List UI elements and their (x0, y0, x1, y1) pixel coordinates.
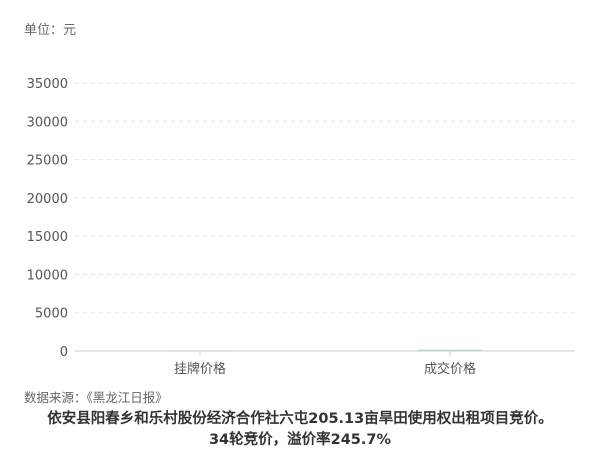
y-tick-label: 15000 (27, 230, 68, 245)
data-source: 数据来源：《黑龙江日报》 (24, 390, 168, 405)
x-tick-label: 成交价格 (424, 361, 476, 377)
x-tick-label: 挂牌价格 (174, 361, 226, 377)
y-tick-label: 20000 (27, 192, 68, 207)
unit-label: 单位：元 (24, 23, 77, 38)
y-tick-label: 10000 (27, 268, 68, 283)
bar (418, 349, 482, 351)
y-tick-label: 30000 (27, 115, 68, 130)
y-tick-label: 5000 (35, 307, 68, 322)
y-tick-label: 25000 (27, 154, 68, 169)
caption-line-2: 34轮竞价，溢价率245.7% (208, 432, 392, 448)
chart-caption: 依安县阳春乡和乐村股份经济合作社六屯205.13亩旱田使用权出租项目竞价。 34… (0, 409, 600, 451)
y-tick-label: 0 (60, 345, 68, 360)
caption-line-1: 依安县阳春乡和乐村股份经济合作社六屯205.13亩旱田使用权出租项目竞价。 (47, 411, 553, 427)
y-tick-label: 35000 (27, 77, 68, 92)
